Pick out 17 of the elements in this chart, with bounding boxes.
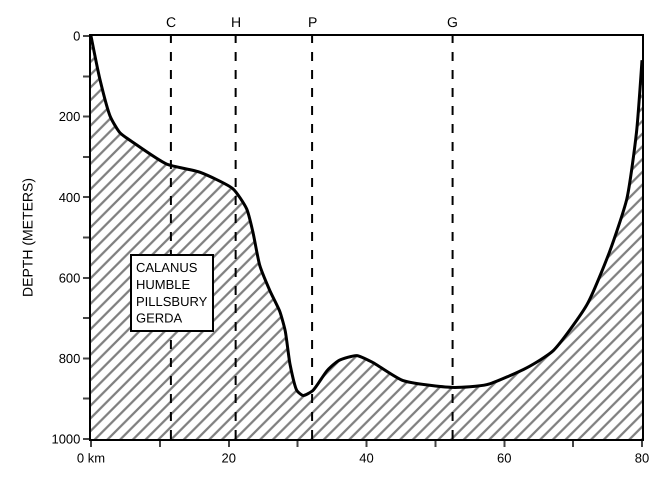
x-tick-label: 40	[359, 450, 374, 466]
x-tick-label: 60	[497, 450, 512, 466]
y-axis-title: DEPTH (METERS)	[20, 178, 36, 297]
y-tick-label: 800	[58, 350, 80, 366]
ref-line-label: C	[166, 14, 176, 30]
x-tick-label: 0 km	[76, 450, 106, 466]
x-tick-label: 80	[634, 450, 650, 466]
ref-line-label: G	[447, 14, 458, 30]
y-tick-label: 0	[73, 28, 80, 44]
annotation: CALANUS HUMBLE PILLSBURY GERDA	[136, 260, 208, 326]
y-tick-label: 200	[58, 109, 80, 124]
ref-line-label: H	[231, 14, 242, 30]
y-tick-label: 400	[58, 190, 80, 205]
ref-line-label: P	[308, 14, 318, 30]
y-tick-label: 1000	[51, 432, 80, 447]
y-tick-label: 600	[58, 270, 80, 286]
x-tick-label: 20	[222, 450, 236, 466]
